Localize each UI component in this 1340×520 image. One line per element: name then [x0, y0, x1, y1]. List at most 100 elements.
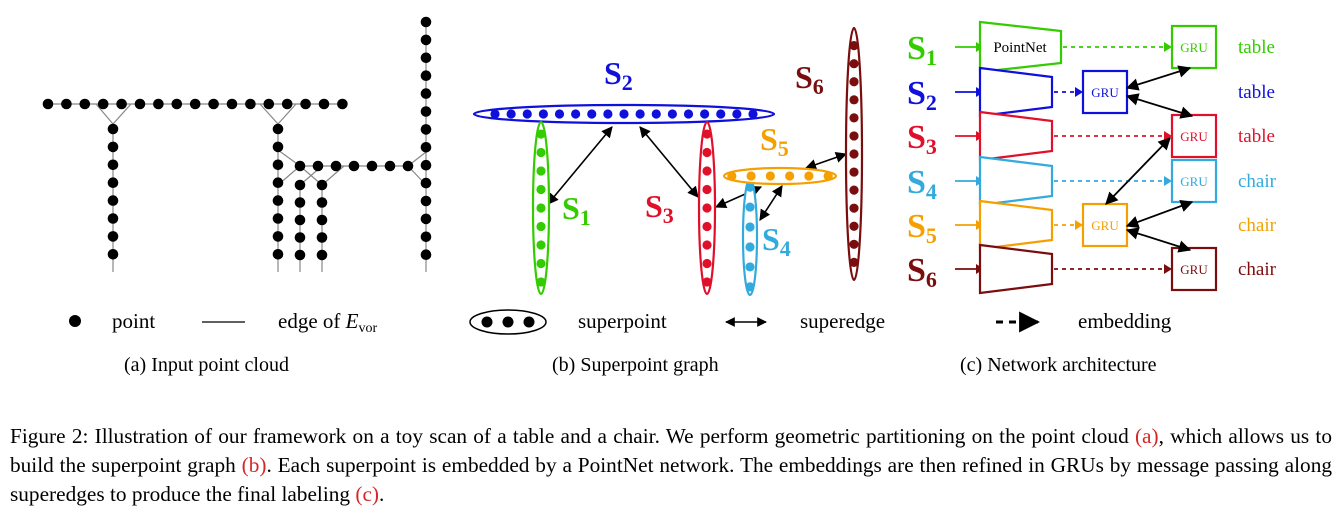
gru-block: [1170, 246, 1218, 292]
point: [107, 123, 119, 135]
pointnet-block: [978, 20, 1063, 74]
row-label-s5: S5: [907, 208, 937, 248]
gru-label: GRU: [1180, 262, 1208, 277]
superpoint-member: [554, 109, 565, 119]
superpoint-member: [700, 109, 710, 119]
superpoint-member: [748, 109, 758, 119]
point: [272, 195, 284, 206]
point: [42, 98, 54, 110]
superpoint-member: [727, 171, 737, 181]
point: [134, 98, 146, 110]
row-label-index: 3: [926, 134, 937, 159]
superpoint-member: [702, 240, 712, 250]
point: [153, 98, 164, 110]
gru-label: GRU: [1091, 85, 1119, 100]
point: [79, 98, 91, 110]
superpoint-member: [683, 109, 694, 119]
superpoint-member: [745, 282, 755, 292]
point: [294, 232, 306, 243]
superpoint-member: [849, 257, 859, 267]
point: [420, 177, 432, 189]
point: [263, 98, 275, 110]
row-label-index: 4: [926, 179, 937, 204]
point: [294, 214, 306, 226]
voronoi-edge: [277, 103, 297, 125]
point: [226, 98, 238, 110]
point: [316, 232, 328, 243]
point: [420, 70, 432, 81]
superpoint-legend-label: superpoint: [578, 309, 667, 333]
superpoint-label-s4: S4: [762, 221, 791, 261]
panel-b-legend: superpoint superedge: [469, 309, 885, 335]
superpoint-member: [765, 171, 775, 181]
gru-label: GRU: [1180, 129, 1208, 144]
message-passing-arrow: [1125, 227, 1192, 253]
superedge-s5-s6: [804, 152, 848, 170]
voronoi-edge: [95, 103, 114, 125]
row-label-letter: S: [907, 30, 926, 67]
point: [420, 106, 432, 117]
caption-ref-b[interactable]: (b): [241, 453, 267, 477]
row-s3: S3 GRU table: [907, 110, 1275, 162]
gru-block: [1170, 113, 1218, 159]
superpoint-member: [702, 129, 712, 139]
superpoint-member: [522, 109, 532, 119]
caption-ref-a[interactable]: (a): [1134, 424, 1159, 448]
panel-c-caption: (c) Network architecture: [960, 354, 1157, 376]
point: [420, 231, 432, 243]
superpoint-member: [849, 239, 859, 249]
point: [272, 123, 284, 135]
edge-legend-label: edge of Evor: [278, 309, 377, 336]
superpoint-member: [536, 221, 546, 232]
gru-label: GRU: [1091, 218, 1119, 233]
point: [116, 98, 127, 110]
superpoint-member: [536, 258, 546, 269]
superpoint-member: [702, 203, 712, 213]
superpoint-member: [745, 222, 755, 232]
superpoint-member: [651, 109, 661, 119]
panel-b-caption: (b) Superpoint graph: [552, 354, 719, 376]
row-label-letter: S: [907, 208, 926, 245]
point: [402, 160, 414, 172]
point: [97, 98, 109, 110]
superpoint-s5: [722, 166, 838, 186]
point: [61, 98, 72, 110]
superedges: [547, 126, 848, 221]
output-label: chair: [1238, 215, 1277, 236]
superpoint-label-s1: S1: [562, 190, 591, 230]
embedding-legend-label: embedding: [1078, 309, 1172, 333]
embedding-arrowhead: [1164, 42, 1172, 52]
point: [281, 98, 293, 110]
row-label-s1: S1: [907, 30, 937, 70]
panel-c-legend: embedding: [996, 309, 1172, 333]
superpoint-s4: [741, 177, 759, 297]
superpoint-label-s2: S2: [604, 55, 633, 95]
row-label-s4: S4: [907, 164, 937, 204]
point: [420, 142, 432, 153]
panel-a-point-cloud: [42, 16, 432, 272]
panel-a-caption: (a) Input point cloud: [124, 354, 289, 376]
caption-ref-c[interactable]: (c): [355, 482, 380, 506]
row-label-letter: S: [907, 119, 926, 156]
pointnet-block: [978, 243, 1054, 295]
message-passing-arrow: [1125, 200, 1194, 228]
point: [272, 231, 284, 242]
point: [420, 52, 432, 64]
point: [318, 98, 330, 110]
message-passing-arrow: [1125, 93, 1194, 119]
point: [420, 16, 432, 28]
pointnet-block: [978, 199, 1054, 251]
superedge-legend-label: superedge: [800, 309, 885, 333]
superpoint-member: [667, 109, 677, 119]
superpoint-member: [849, 77, 859, 87]
point: [272, 177, 284, 188]
caption-part-2: , which allows us to build the superpoin…: [10, 424, 1332, 477]
superpoint-member: [536, 147, 546, 158]
figure-caption: Figure 2: Illustration of our framework …: [10, 422, 1332, 509]
point: [420, 213, 432, 225]
superpoint-member: [716, 109, 726, 119]
point: [420, 88, 432, 99]
point-legend-marker: [69, 315, 81, 327]
point: [420, 249, 432, 260]
